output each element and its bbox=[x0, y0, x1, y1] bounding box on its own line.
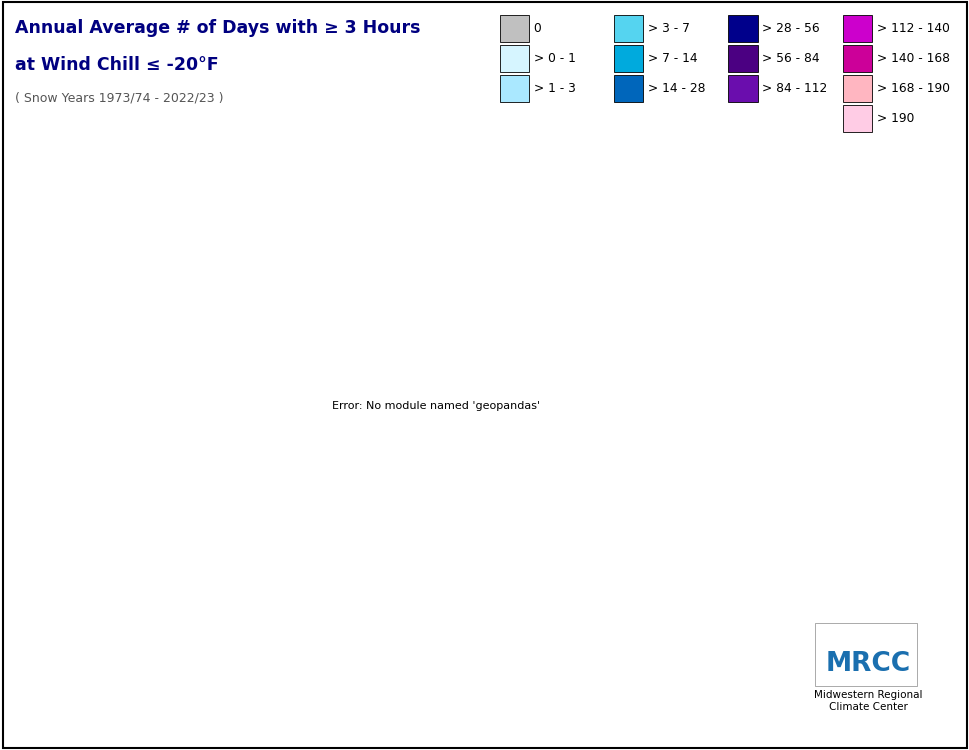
Text: > 190: > 190 bbox=[876, 112, 914, 125]
Text: > 0 - 1: > 0 - 1 bbox=[533, 52, 575, 65]
Text: > 7 - 14: > 7 - 14 bbox=[647, 52, 697, 65]
Text: > 140 - 168: > 140 - 168 bbox=[876, 52, 949, 65]
Text: Error: No module named 'geopandas': Error: No module named 'geopandas' bbox=[332, 400, 540, 411]
Text: > 112 - 140: > 112 - 140 bbox=[876, 22, 949, 35]
Text: > 14 - 28: > 14 - 28 bbox=[647, 82, 704, 95]
Text: > 56 - 84: > 56 - 84 bbox=[762, 52, 819, 65]
Text: > 1 - 3: > 1 - 3 bbox=[533, 82, 575, 95]
Text: ( Snow Years 1973/74 - 2022/23 ): ( Snow Years 1973/74 - 2022/23 ) bbox=[15, 92, 223, 104]
Text: > 168 - 190: > 168 - 190 bbox=[876, 82, 949, 95]
Text: > 84 - 112: > 84 - 112 bbox=[762, 82, 827, 95]
Text: MRCC: MRCC bbox=[825, 651, 910, 676]
Text: > 28 - 56: > 28 - 56 bbox=[762, 22, 819, 35]
Text: Annual Average # of Days with ≥ 3 Hours: Annual Average # of Days with ≥ 3 Hours bbox=[15, 19, 420, 37]
Text: at Wind Chill ≤ -20°F: at Wind Chill ≤ -20°F bbox=[15, 56, 218, 74]
Text: Midwestern Regional
Climate Center: Midwestern Regional Climate Center bbox=[813, 691, 922, 712]
Text: 0: 0 bbox=[533, 22, 541, 35]
Text: > 3 - 7: > 3 - 7 bbox=[647, 22, 689, 35]
